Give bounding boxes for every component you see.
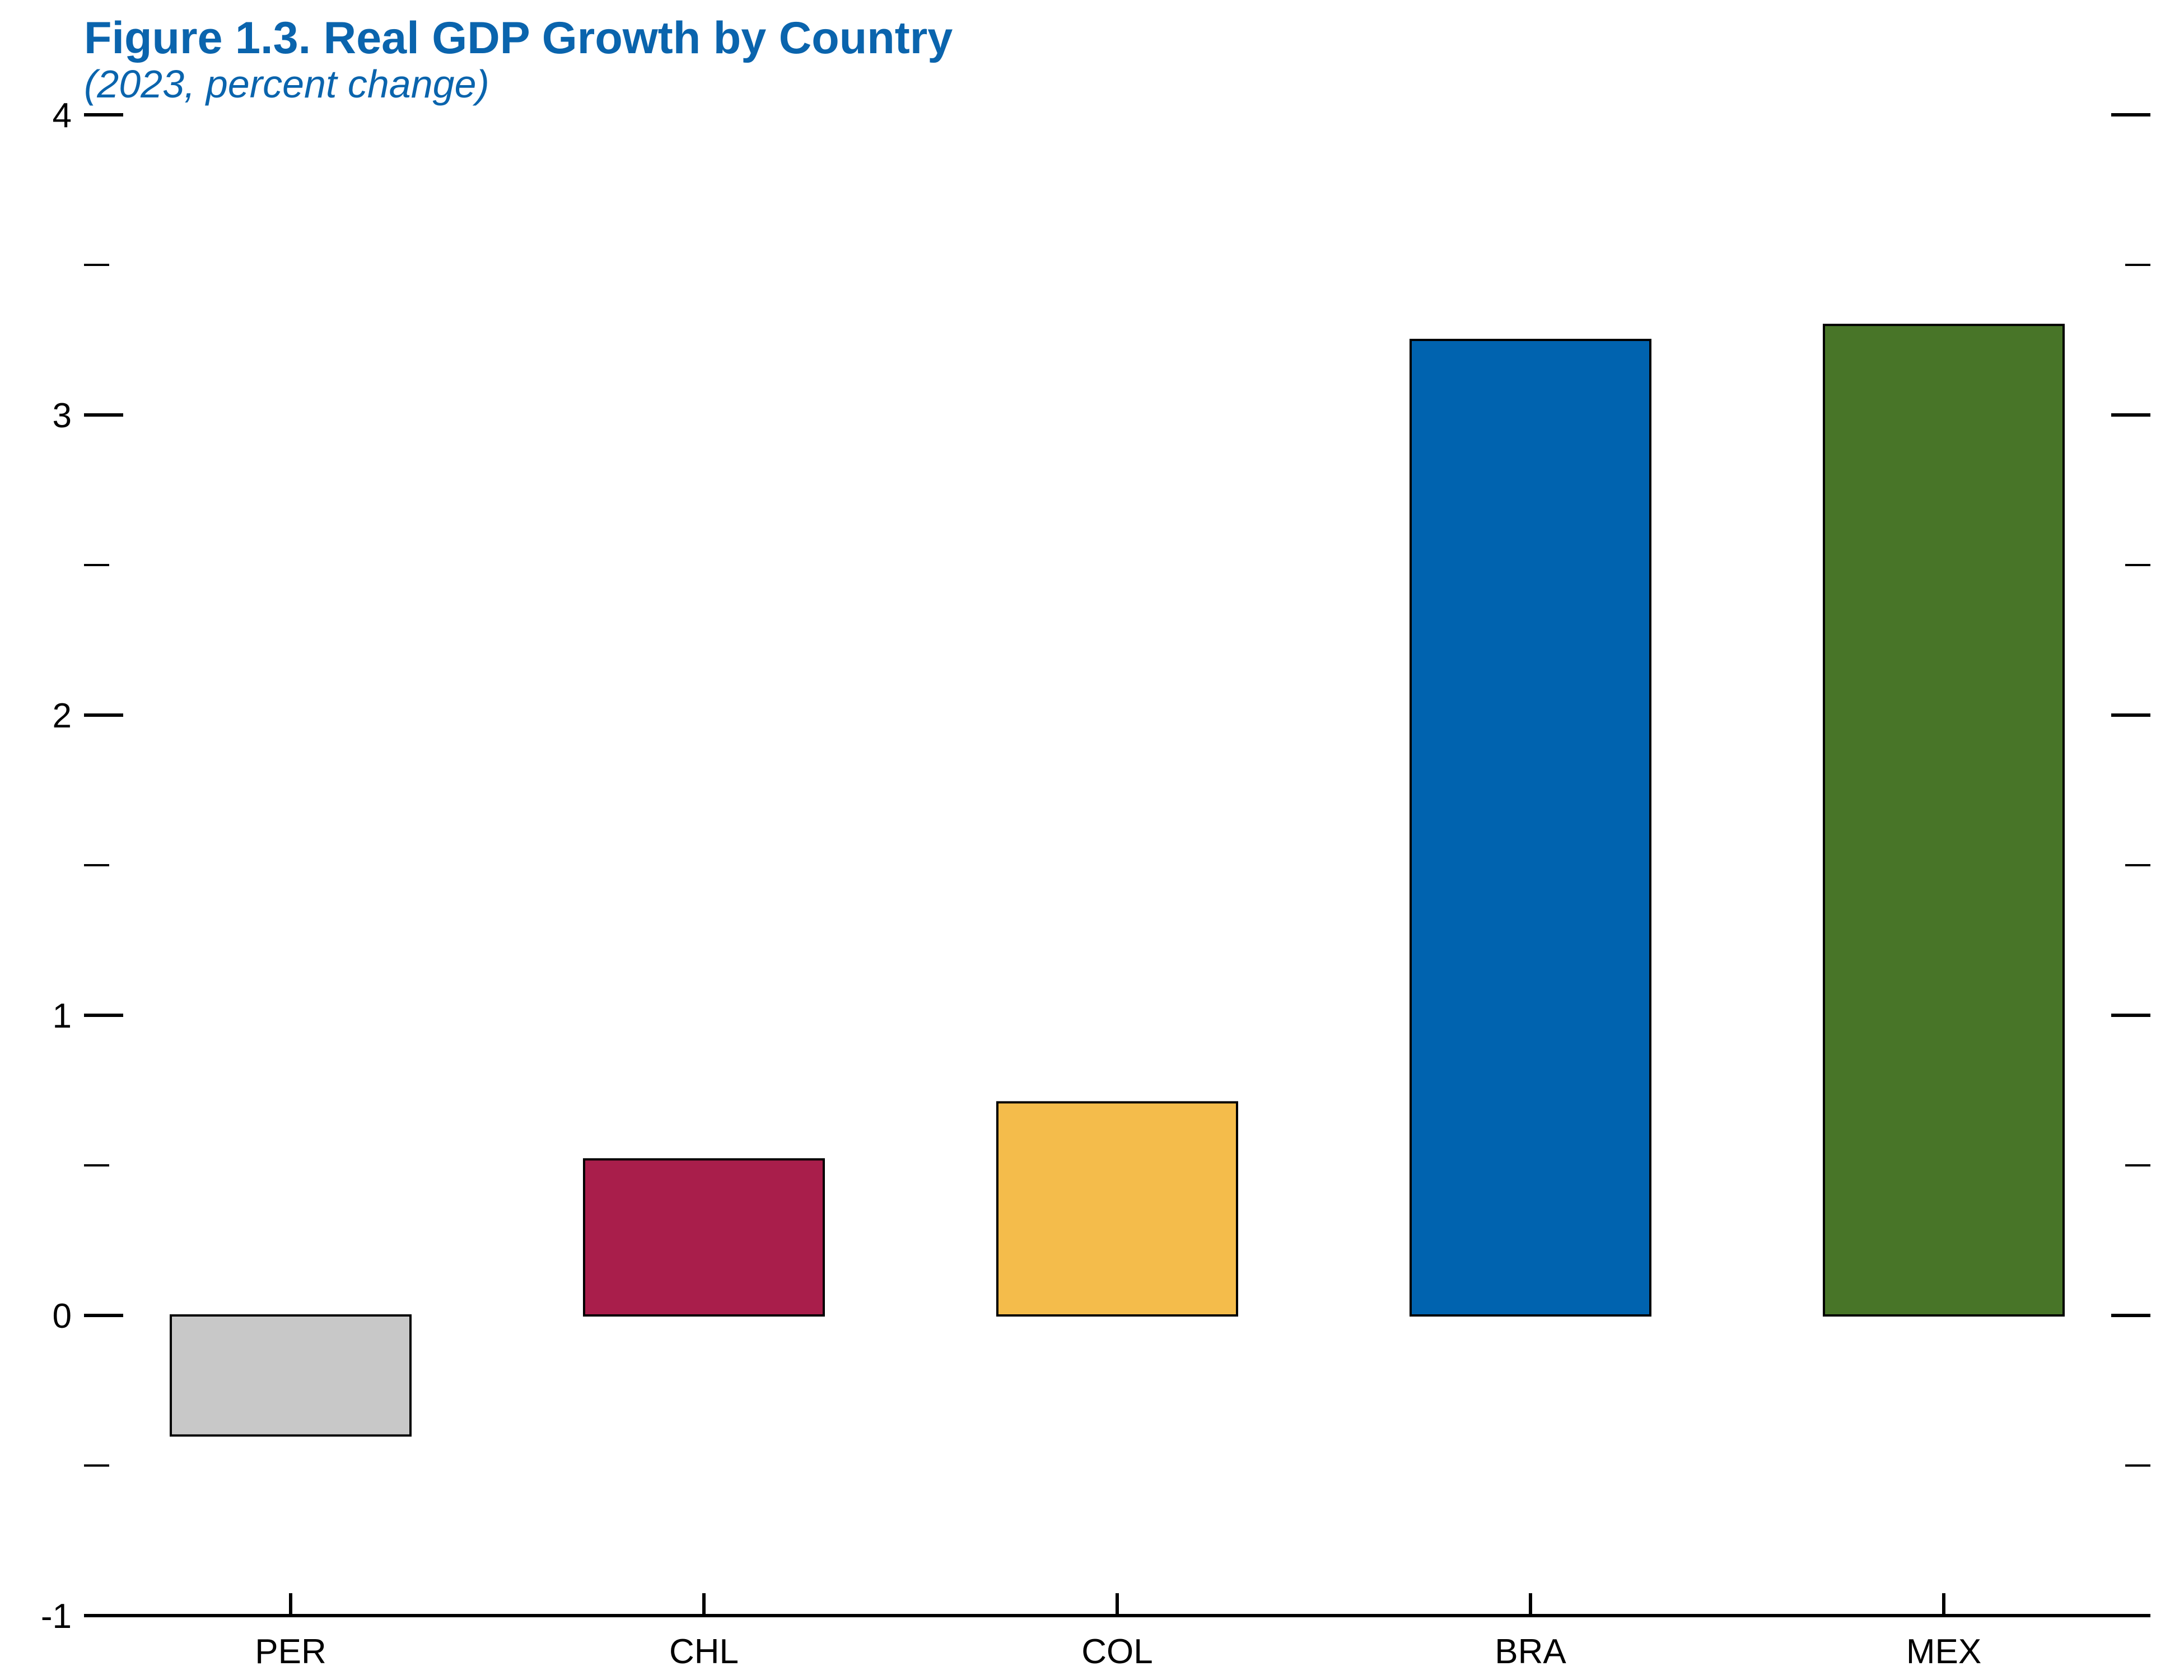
y-tick-label: 3 [53,396,72,435]
chart-title: Figure 1.3. Real GDP Growth by Country [84,13,953,63]
bar-per [170,1314,412,1437]
x-axis-tick-labels: PER CHL COL BRA MEX [255,1632,1981,1671]
bar-mex [1823,324,2065,1317]
bar-chl [583,1158,825,1317]
x-tick-label: MEX [1906,1632,1981,1671]
y-tick-label: 2 [53,697,72,735]
y-tick-label: 0 [53,1297,72,1336]
bars-group [170,324,2065,1437]
x-tick-label: CHL [669,1632,739,1671]
x-axis [84,1593,2150,1617]
x-tick-label: COL [1081,1632,1152,1671]
chart-subtitle: (2023, percent change) [84,62,489,106]
y-axis-right-ticks [2111,113,2150,1467]
y-tick-label: 4 [53,96,72,135]
x-tick-label: BRA [1495,1632,1566,1671]
y-axis-tick-labels: -1 0 1 2 3 4 [41,96,72,1636]
bar-bra [1410,339,1651,1317]
bar-col [996,1101,1238,1317]
y-axis-left-ticks [84,113,123,1467]
x-tick-label: PER [255,1632,326,1671]
y-tick-label: -1 [41,1597,72,1636]
y-tick-label: 1 [53,997,72,1035]
